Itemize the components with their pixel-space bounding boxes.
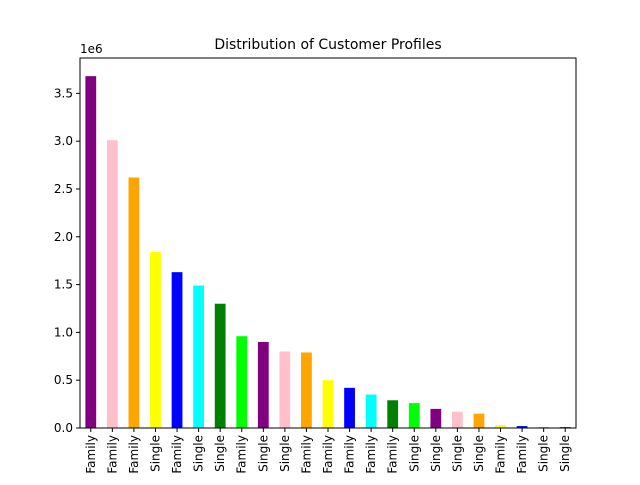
x-tick-label: Family [105, 435, 119, 474]
x-tick-label: Single [558, 435, 572, 472]
bar [365, 394, 377, 428]
x-tick-label: Family [515, 435, 529, 474]
bar [387, 400, 399, 428]
y-tick-label: 1.5 [54, 278, 73, 292]
y-tick-label: 2.0 [54, 230, 73, 244]
y-axis: 0.0 0.5 1.0 1.5 2.0 2.5 3.0 3.5 [54, 86, 80, 435]
y-tick-label: 2.5 [54, 182, 73, 196]
bar [128, 177, 140, 428]
y-axis-offset-label: 1e6 [80, 42, 103, 56]
x-tick-label: Single [148, 435, 162, 472]
bar [322, 380, 334, 428]
y-tick-label: 1.0 [54, 325, 73, 339]
x-tick-label: Single [278, 435, 292, 472]
bar [495, 425, 506, 428]
x-tick-label: Single [450, 435, 464, 472]
bar [452, 411, 463, 428]
y-tick-label: 0.5 [54, 373, 73, 387]
bar [150, 252, 161, 428]
x-axis: Family Family Family Single Family Single Sing… [84, 428, 572, 474]
bars [85, 76, 571, 428]
x-tick-label: Single [407, 435, 421, 472]
bar [408, 403, 420, 428]
x-tick-label: Single [192, 435, 206, 472]
x-tick-label: Family [84, 435, 98, 474]
bar [85, 76, 97, 428]
x-tick-label: Family [299, 435, 313, 474]
bar [430, 408, 442, 428]
y-tick-label: 0.0 [54, 421, 73, 435]
bar [214, 303, 226, 428]
x-tick-label: Single [429, 435, 443, 472]
chart-title: Distribution of Customer Profiles [214, 37, 441, 53]
bar [473, 413, 485, 428]
bar [106, 140, 118, 428]
bar [279, 351, 291, 428]
x-tick-label: Single [256, 435, 270, 472]
bar [344, 387, 355, 428]
bar [516, 426, 528, 428]
y-tick-label: 3.0 [54, 134, 73, 148]
bar [301, 352, 312, 428]
x-tick-label: Single [537, 435, 551, 472]
bar [193, 285, 204, 428]
x-tick-label: Family [170, 435, 184, 474]
x-tick-label: Single [472, 435, 486, 472]
x-tick-label: Family [386, 435, 400, 474]
x-tick-label: Family [364, 435, 378, 474]
x-tick-label: Family [343, 435, 357, 474]
bar [171, 272, 183, 428]
plot-frame [79, 57, 577, 429]
x-tick-label: Family [494, 435, 508, 474]
y-tick-label: 3.5 [54, 86, 73, 100]
x-tick-label: Single [213, 435, 227, 472]
x-tick-label: Family [321, 435, 335, 474]
bar [257, 341, 269, 428]
x-tick-label: Family [235, 435, 249, 474]
bar [236, 336, 248, 428]
x-tick-label: Family [127, 435, 141, 474]
